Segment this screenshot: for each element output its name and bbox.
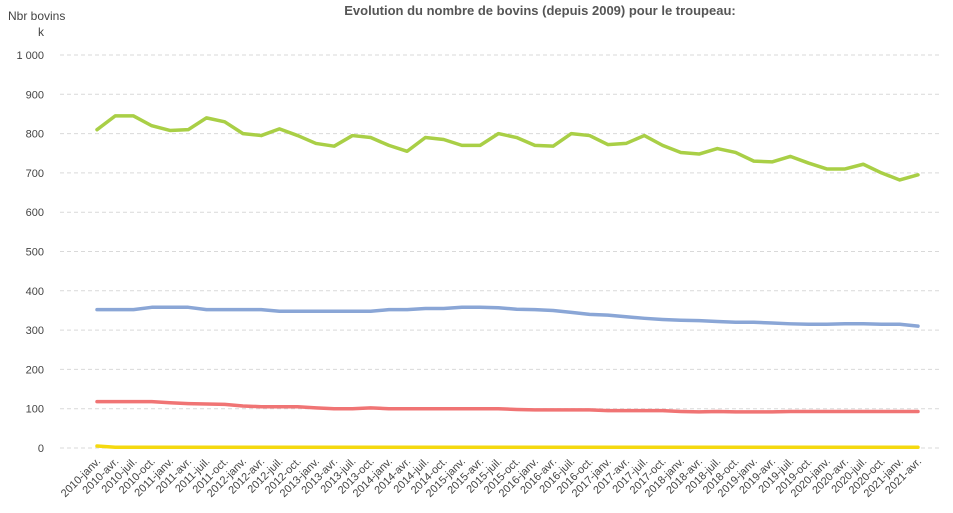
chart-title: Evolution du nombre de bovins (depuis 20… xyxy=(344,3,735,18)
y-tick-label: 300 xyxy=(26,325,44,337)
y-tick-label: 100 xyxy=(26,404,44,416)
y-axis-label: Nbr bovins xyxy=(8,9,65,23)
series-line xyxy=(95,305,920,328)
y-axis-unit: k xyxy=(38,25,45,39)
y-tick-label: 500 xyxy=(26,247,44,259)
series-line xyxy=(95,444,920,449)
y-tick-label: 400 xyxy=(26,286,44,298)
y-tick-label: 0 xyxy=(38,443,44,455)
y-tick-label: 900 xyxy=(26,89,44,101)
y-tick-label: 200 xyxy=(26,364,44,376)
y-tick-label: 800 xyxy=(26,129,44,141)
y-tick-label: 700 xyxy=(26,168,44,180)
y-tick-label: 1 000 xyxy=(16,50,44,62)
series-line xyxy=(95,114,920,182)
series-line xyxy=(95,399,920,414)
y-tick-label: 600 xyxy=(26,207,44,219)
